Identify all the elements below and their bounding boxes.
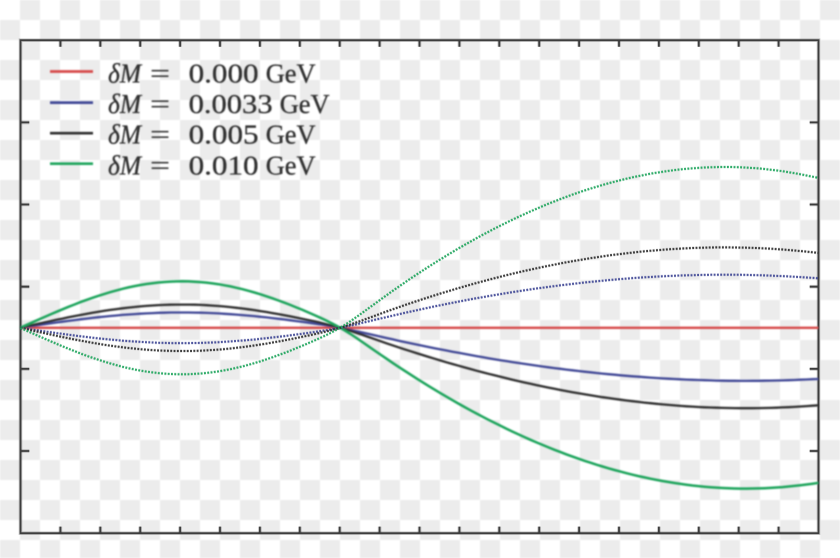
svg-text:δM=0.0033GeV: δM = 0.0033 GeV (108, 88, 330, 119)
svg-text:δM=0.010GeV: δM = 0.010 GeV (108, 149, 316, 180)
svg-text:δM=0.000GeV: δM = 0.000 GeV (108, 57, 316, 88)
svg-text:δM=0.005GeV: δM = 0.005 GeV (108, 119, 316, 150)
